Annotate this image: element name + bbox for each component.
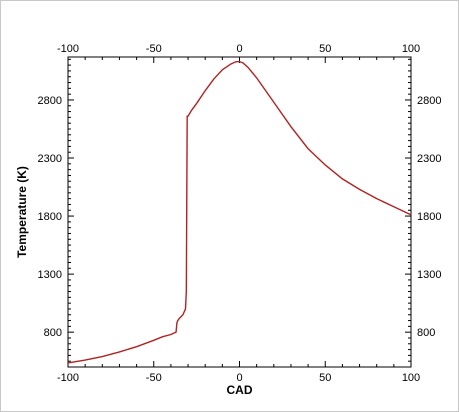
x-tick-label-top: -100	[57, 43, 79, 55]
y-axis-title: Temperature (K)	[15, 166, 29, 258]
x-tick-label-bottom: -100	[57, 372, 79, 384]
y-tick-label-right: 800	[417, 327, 435, 339]
plot-area	[67, 56, 412, 368]
axis-tick-labels: -100 -100 -50 -50 0 0 50 50 100 100 800 800 1300 1300…	[38, 43, 442, 384]
x-tick-label-top: 50	[319, 43, 331, 55]
y-tick-label-left: 1800	[38, 211, 62, 223]
x-tick-label-top: 0	[236, 43, 242, 55]
x-tick-label-top: 100	[402, 43, 420, 55]
y-tick-label-left: 2300	[38, 153, 62, 165]
x-tick-label-top: -50	[146, 43, 162, 55]
axis-ticks	[67, 57, 412, 367]
y-tick-label-right: 1300	[417, 269, 441, 281]
y-tick-label-left: 1300	[38, 269, 62, 281]
y-tick-label-right: 2800	[417, 95, 441, 107]
x-tick-label-bottom: -50	[146, 372, 162, 384]
x-tick-label-bottom: 50	[319, 372, 331, 384]
y-tick-label-left: 800	[44, 327, 62, 339]
y-tick-label-right: 1800	[417, 211, 441, 223]
y-tick-label-left: 2800	[38, 95, 62, 107]
x-axis-title: CAD	[227, 383, 253, 397]
x-tick-label-bottom: 0	[236, 372, 242, 384]
x-tick-label-bottom: 100	[402, 372, 420, 384]
series-line-temperature	[67, 60, 412, 364]
y-tick-label-right: 2300	[417, 153, 441, 165]
